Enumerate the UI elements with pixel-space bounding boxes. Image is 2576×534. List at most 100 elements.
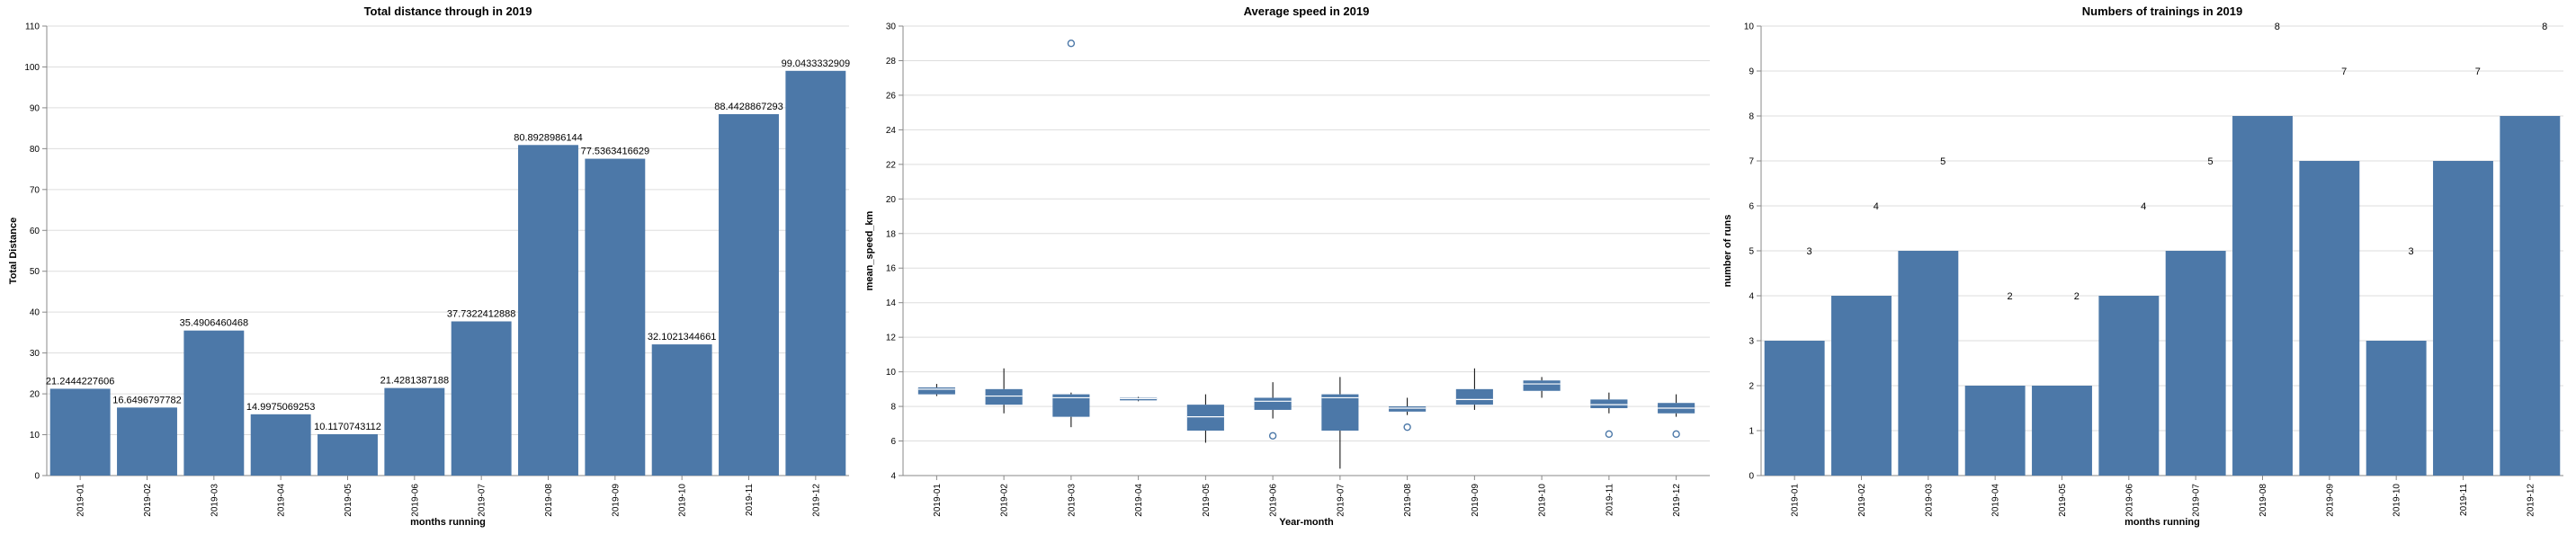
bar-value-label: 2 <box>2007 291 2012 302</box>
bar-2019-05 <box>2032 386 2092 476</box>
x-tick-label: 2019-08 <box>1403 484 1413 517</box>
x-tick-label: 2019-10 <box>1538 484 1548 517</box>
y-tick-label: 10 <box>886 368 897 378</box>
bar-value-label: 37.7322412888 <box>447 308 515 319</box>
bar-value-label: 99.0433332909 <box>782 58 850 69</box>
box-2019-09 <box>1455 368 1493 410</box>
box-outlier-point <box>1268 432 1277 440</box>
bar-value-label: 32.1021344661 <box>648 332 716 343</box>
y-tick-label: 6 <box>1749 202 1754 212</box>
x-tick-label: 2019-08 <box>544 484 554 517</box>
bar-2019-10 <box>651 344 712 476</box>
y-tick-label: 30 <box>30 349 40 359</box>
y-tick-label: 6 <box>890 437 896 447</box>
bar-2019-08 <box>518 145 578 476</box>
bar-value-label: 14.9975069253 <box>246 402 315 413</box>
y-axis-title: number of runs <box>1722 215 1733 288</box>
x-tick-label: 2019-05 <box>344 484 353 517</box>
box-2019-04 <box>1120 396 1158 402</box>
y-tick-label: 10 <box>30 431 40 441</box>
bar-2019-01 <box>1764 341 1825 476</box>
x-tick-label: 2019-12 <box>2526 484 2536 517</box>
box-body <box>1186 405 1224 431</box>
bar-2019-12 <box>2500 116 2561 476</box>
bar-value-label: 3 <box>2408 246 2413 257</box>
bar-2019-04 <box>1964 386 2026 476</box>
box-body <box>1590 399 1628 408</box>
x-tick-label: 2019-07 <box>1336 484 1346 517</box>
x-tick-label: 2019-08 <box>2258 484 2268 517</box>
bar-2019-03 <box>1898 251 1959 476</box>
y-tick-label: 7 <box>1749 157 1754 167</box>
x-tick-label: 2019-03 <box>210 484 219 517</box>
box-body <box>1254 397 1292 410</box>
y-tick-label: 8 <box>890 403 896 413</box>
x-tick-label: 2019-03 <box>1067 484 1077 517</box>
chart-title: Average speed in 2019 <box>1244 4 1370 18</box>
x-tick-label: 2019-09 <box>611 484 621 517</box>
x-tick-label: 2019-05 <box>1202 484 1212 517</box>
bar-value-label: 3 <box>1806 246 1811 257</box>
chart-3: Numbers of trainings in 2019 0 1 2 3 4 5 6 7 8 9 10… <box>1722 4 2563 528</box>
x-tick-label: 2019-04 <box>277 484 287 517</box>
box-2019-08 <box>1389 397 1427 432</box>
bar-value-label: 4 <box>1874 201 1879 212</box>
chart-1: Total distance through in 2019 0 10 20 30 40 5… <box>8 4 850 528</box>
x-tick-label: 2019-02 <box>143 484 153 517</box>
y-tick-label: 28 <box>886 57 897 67</box>
bar-value-label: 5 <box>2207 156 2213 167</box>
bar-2019-04 <box>250 414 311 476</box>
bar-value-label: 77.5363416629 <box>581 147 649 157</box>
bar-2019-06 <box>384 387 445 476</box>
y-tick-label: 20 <box>886 195 897 205</box>
bar-2019-05 <box>318 434 378 476</box>
y-tick-label: 2 <box>1749 382 1754 392</box>
y-tick-label: 50 <box>30 267 40 277</box>
y-tick-label: 70 <box>30 185 40 195</box>
y-tick-label: 80 <box>30 145 40 155</box>
box-2019-06 <box>1254 382 1292 440</box>
y-tick-label: 1 <box>1749 427 1754 437</box>
x-tick-label: 2019-11 <box>745 484 755 516</box>
y-tick-label: 90 <box>30 103 40 113</box>
bar-2019-12 <box>785 70 846 476</box>
box-2019-10 <box>1523 377 1561 398</box>
bar-2019-06 <box>2098 296 2160 476</box>
x-tick-label: 2019-10 <box>2393 484 2402 517</box>
bar-2019-11 <box>719 113 779 476</box>
bar-value-label: 10.1170743112 <box>314 422 381 432</box>
bar-2019-02 <box>1831 296 1892 476</box>
y-tick-label: 4 <box>890 472 896 482</box>
y-axis-title: mean_speed_km <box>864 210 875 290</box>
x-tick-label: 2019-12 <box>811 484 821 517</box>
box-outlier-point <box>1067 40 1076 48</box>
bar-2019-02 <box>117 407 177 476</box>
box-body <box>1523 380 1561 391</box>
bar-2019-09 <box>2299 161 2360 476</box>
box-2019-01 <box>917 384 955 396</box>
y-tick-label: 110 <box>25 22 40 32</box>
x-tick-label: 2019-05 <box>2058 484 2068 517</box>
x-axis-title: Year-month <box>1279 517 1334 528</box>
box-2019-07 <box>1321 377 1359 469</box>
box-2019-03 <box>1052 40 1090 428</box>
bar-value-label: 88.4428867293 <box>714 102 783 112</box>
bar-value-label: 5 <box>1940 156 1945 167</box>
y-tick-label: 22 <box>886 160 897 170</box>
y-tick-label: 5 <box>1749 247 1754 257</box>
bar-value-label: 7 <box>2341 67 2347 77</box>
box-body <box>1321 394 1359 431</box>
x-tick-label: 2019-04 <box>1991 484 2001 517</box>
x-tick-label: 2019-10 <box>678 484 688 517</box>
x-tick-label: 2019-02 <box>1857 484 1867 517</box>
y-tick-label: 9 <box>1749 67 1754 77</box>
box-outlier-point <box>1403 423 1411 432</box>
y-axis-title: Total Distance <box>8 218 19 284</box>
x-tick-label: 2019-01 <box>1791 484 1801 517</box>
chart-title: Total distance through in 2019 <box>364 4 532 18</box>
bar-2019-11 <box>2433 161 2493 476</box>
bar-2019-09 <box>585 158 646 476</box>
x-tick-label: 2019-12 <box>1672 484 1682 517</box>
y-tick-label: 40 <box>30 308 40 318</box>
